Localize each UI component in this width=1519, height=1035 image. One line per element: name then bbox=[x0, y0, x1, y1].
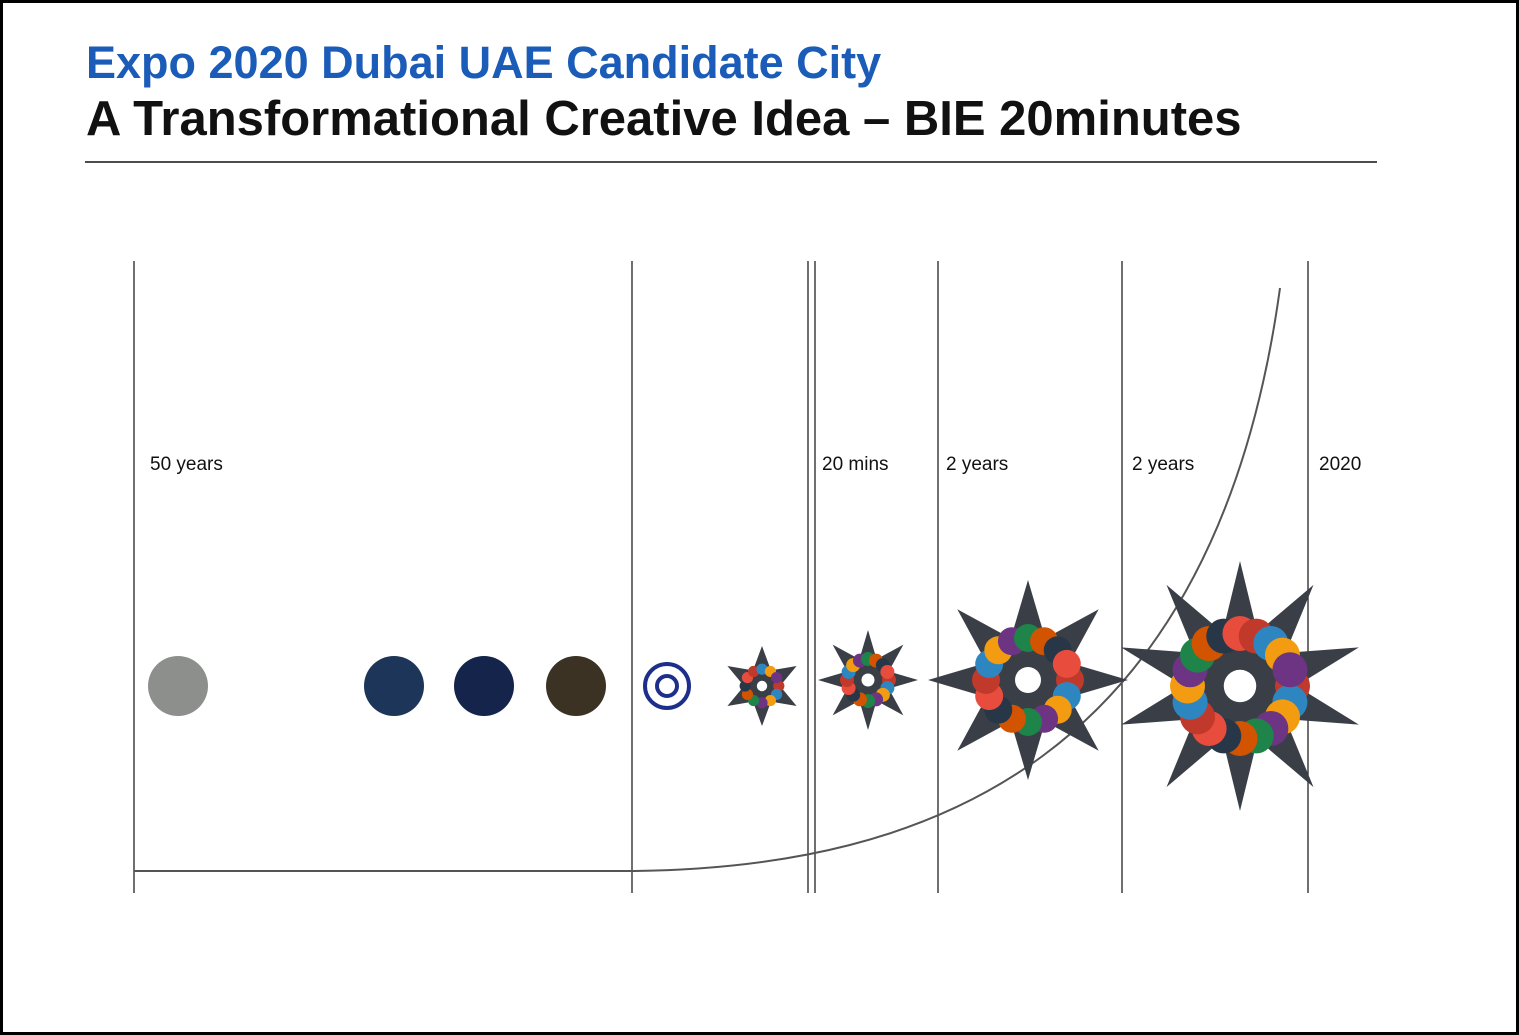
period-label: 2020 bbox=[1319, 454, 1361, 475]
title: Expo 2020 Dubai UAE Candidate City bbox=[86, 37, 881, 88]
photo-dot bbox=[741, 688, 754, 701]
photo-dot bbox=[773, 680, 785, 692]
center bbox=[1223, 669, 1257, 703]
period-label: 20 mins bbox=[822, 454, 889, 475]
photo-circle bbox=[546, 656, 606, 716]
logo-ring bbox=[655, 674, 679, 698]
photo-circle bbox=[364, 656, 424, 716]
photo-dot bbox=[770, 672, 783, 684]
period-label: 2 years bbox=[1132, 454, 1194, 475]
photo-circle bbox=[454, 656, 514, 716]
icons bbox=[148, 561, 1359, 811]
center bbox=[861, 673, 875, 687]
photo-dot bbox=[1272, 652, 1308, 688]
photo-dot bbox=[756, 697, 768, 709]
photo-dot bbox=[756, 663, 768, 675]
logo-ring bbox=[643, 662, 691, 710]
subtitle: A Transformational Creative Idea – BIE 2… bbox=[86, 92, 1242, 146]
photo-dot bbox=[880, 664, 895, 679]
photo-dot bbox=[764, 694, 777, 707]
center bbox=[1015, 667, 1041, 693]
starburst bbox=[818, 630, 918, 730]
photo-dot bbox=[739, 680, 751, 692]
starburst bbox=[928, 580, 1128, 780]
photo-dot bbox=[1052, 649, 1081, 678]
center bbox=[756, 680, 768, 692]
expo-logo bbox=[643, 662, 691, 710]
period-label: 2 years bbox=[946, 454, 1008, 475]
starburst bbox=[727, 646, 797, 726]
dividers bbox=[133, 261, 1309, 893]
photo-dot bbox=[748, 665, 760, 678]
period-label: 50 years bbox=[150, 454, 223, 475]
photo-circle bbox=[148, 656, 208, 716]
starburst bbox=[1121, 561, 1359, 811]
